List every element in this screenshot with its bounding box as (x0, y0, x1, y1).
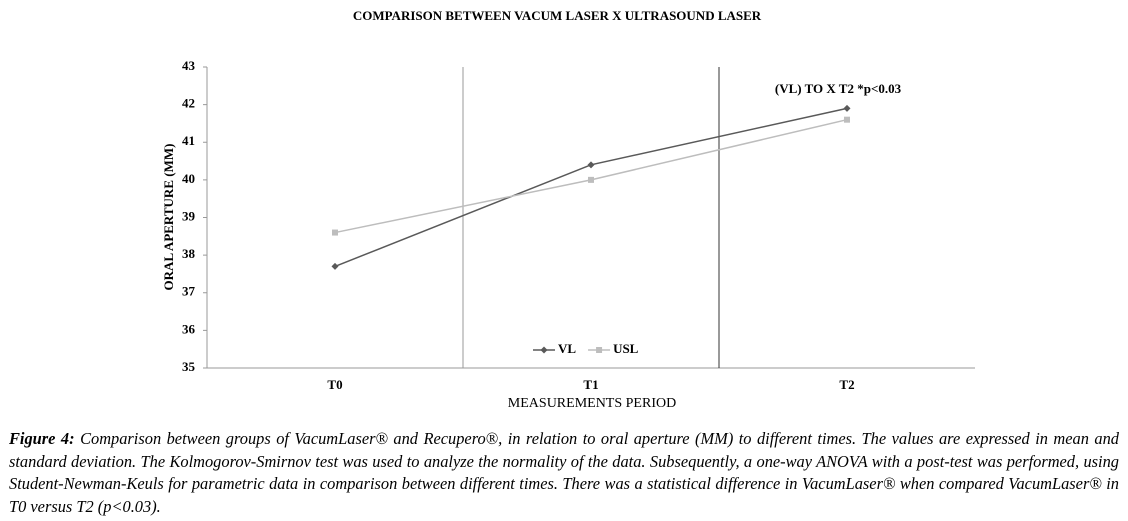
point (843, 104, 851, 112)
point (844, 116, 850, 123)
series-line (334, 118, 848, 234)
legend-marker (596, 347, 603, 353)
x-tick-label: T0 (327, 377, 342, 392)
y-axis-label: ORAL APERTURE (MM) (161, 144, 176, 291)
point (588, 176, 594, 183)
y-tick-label: 43 (182, 58, 196, 73)
x-tick-label: T1 (583, 377, 598, 392)
y-tick-label: 39 (182, 208, 196, 223)
caption: Figure 4: Comparison between groups of V… (9, 428, 1119, 518)
point (587, 161, 595, 169)
chart-title: COMPARISON BETWEEN VACUM LASER X ULTRASO… (353, 8, 762, 23)
chart: COMPARISON BETWEEN VACUM LASER X ULTRASO… (161, 8, 975, 411)
legend-label: VL (558, 341, 576, 356)
legend-marker (540, 346, 548, 354)
y-tick-label: 40 (182, 171, 195, 186)
point (331, 262, 339, 270)
series-line (334, 107, 848, 268)
y-tick-label: 37 (182, 284, 196, 299)
caption-label: Figure 4: (9, 429, 75, 448)
y-tick-label: 35 (182, 359, 196, 374)
legend-label: USL (613, 341, 639, 356)
y-tick-label: 42 (182, 96, 195, 111)
annotation: (VL) TO X T2 *p<0.03 (775, 81, 902, 96)
y-tick-label: 36 (182, 321, 196, 336)
caption-text: Comparison between groups of VacumLaser®… (9, 429, 1119, 516)
y-tick-label: 41 (182, 133, 195, 148)
y-tick-label: 38 (182, 246, 196, 261)
x-axis-label: MEASUREMENTS PERIOD (508, 396, 676, 411)
x-tick-label: T2 (839, 377, 854, 392)
point (332, 229, 338, 236)
